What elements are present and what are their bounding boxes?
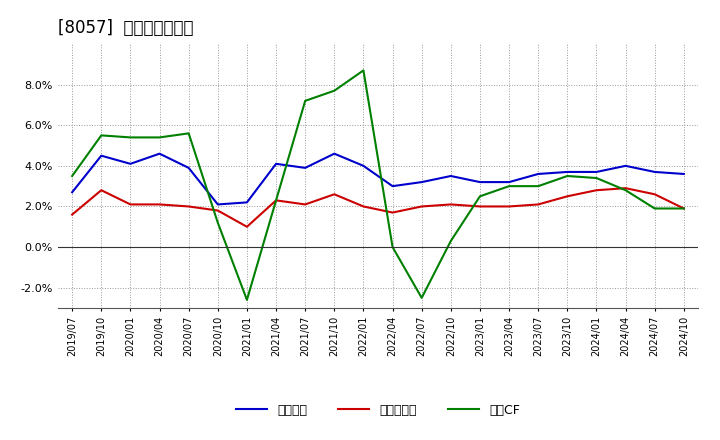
- 経常利益: [68, 190, 76, 195]
- 当期純利益: [184, 204, 193, 209]
- 営業CF: [243, 297, 251, 303]
- 当期純利益: [505, 204, 513, 209]
- 当期純利益: [650, 192, 659, 197]
- 経常利益: [388, 183, 397, 189]
- 営業CF: [680, 206, 688, 211]
- 当期純利益: [243, 224, 251, 229]
- 経常利益: [126, 161, 135, 166]
- 当期純利益: [592, 187, 600, 193]
- 当期純利益: [97, 187, 106, 193]
- 経常利益: [359, 163, 368, 169]
- 経常利益: [184, 165, 193, 171]
- Line: 当期純利益: 当期純利益: [72, 188, 684, 227]
- 営業CF: [446, 238, 455, 244]
- 当期純利益: [68, 212, 76, 217]
- 経常利益: [301, 165, 310, 171]
- 経常利益: [213, 202, 222, 207]
- 経常利益: [271, 161, 280, 166]
- 当期純利益: [476, 204, 485, 209]
- 当期純利益: [418, 204, 426, 209]
- 営業CF: [650, 206, 659, 211]
- 営業CF: [476, 194, 485, 199]
- 営業CF: [184, 131, 193, 136]
- 営業CF: [563, 173, 572, 179]
- 当期純利益: [126, 202, 135, 207]
- 当期純利益: [271, 198, 280, 203]
- 営業CF: [388, 245, 397, 250]
- 営業CF: [330, 88, 338, 93]
- Legend: 経常利益, 当期純利益, 営業CF: 経常利益, 当期純利益, 営業CF: [230, 399, 526, 422]
- 当期純利益: [621, 186, 630, 191]
- 営業CF: [271, 198, 280, 203]
- 営業CF: [592, 176, 600, 181]
- 営業CF: [97, 133, 106, 138]
- 当期純利益: [330, 192, 338, 197]
- 経常利益: [534, 171, 543, 176]
- 経常利益: [476, 180, 485, 185]
- Line: 営業CF: 営業CF: [72, 70, 684, 300]
- 経常利益: [592, 169, 600, 175]
- 営業CF: [418, 295, 426, 301]
- 営業CF: [359, 68, 368, 73]
- 営業CF: [534, 183, 543, 189]
- 営業CF: [213, 220, 222, 225]
- 当期純利益: [301, 202, 310, 207]
- 当期純利益: [563, 194, 572, 199]
- 経常利益: [330, 151, 338, 156]
- 当期純利益: [388, 210, 397, 215]
- 経常利益: [156, 151, 164, 156]
- 営業CF: [505, 183, 513, 189]
- Text: [8057]  マージンの推移: [8057] マージンの推移: [58, 19, 193, 37]
- 営業CF: [621, 187, 630, 193]
- 経常利益: [418, 180, 426, 185]
- 営業CF: [68, 173, 76, 179]
- 営業CF: [156, 135, 164, 140]
- 当期純利益: [534, 202, 543, 207]
- 経常利益: [621, 163, 630, 169]
- 経常利益: [243, 200, 251, 205]
- 経常利益: [505, 180, 513, 185]
- 当期純利益: [446, 202, 455, 207]
- 営業CF: [301, 98, 310, 103]
- Line: 経常利益: 経常利益: [72, 154, 684, 205]
- 当期純利益: [156, 202, 164, 207]
- 経常利益: [650, 169, 659, 175]
- 当期純利益: [359, 204, 368, 209]
- 経常利益: [446, 173, 455, 179]
- 営業CF: [126, 135, 135, 140]
- 当期純利益: [680, 206, 688, 211]
- 当期純利益: [213, 208, 222, 213]
- 経常利益: [563, 169, 572, 175]
- 経常利益: [97, 153, 106, 158]
- 経常利益: [680, 171, 688, 176]
